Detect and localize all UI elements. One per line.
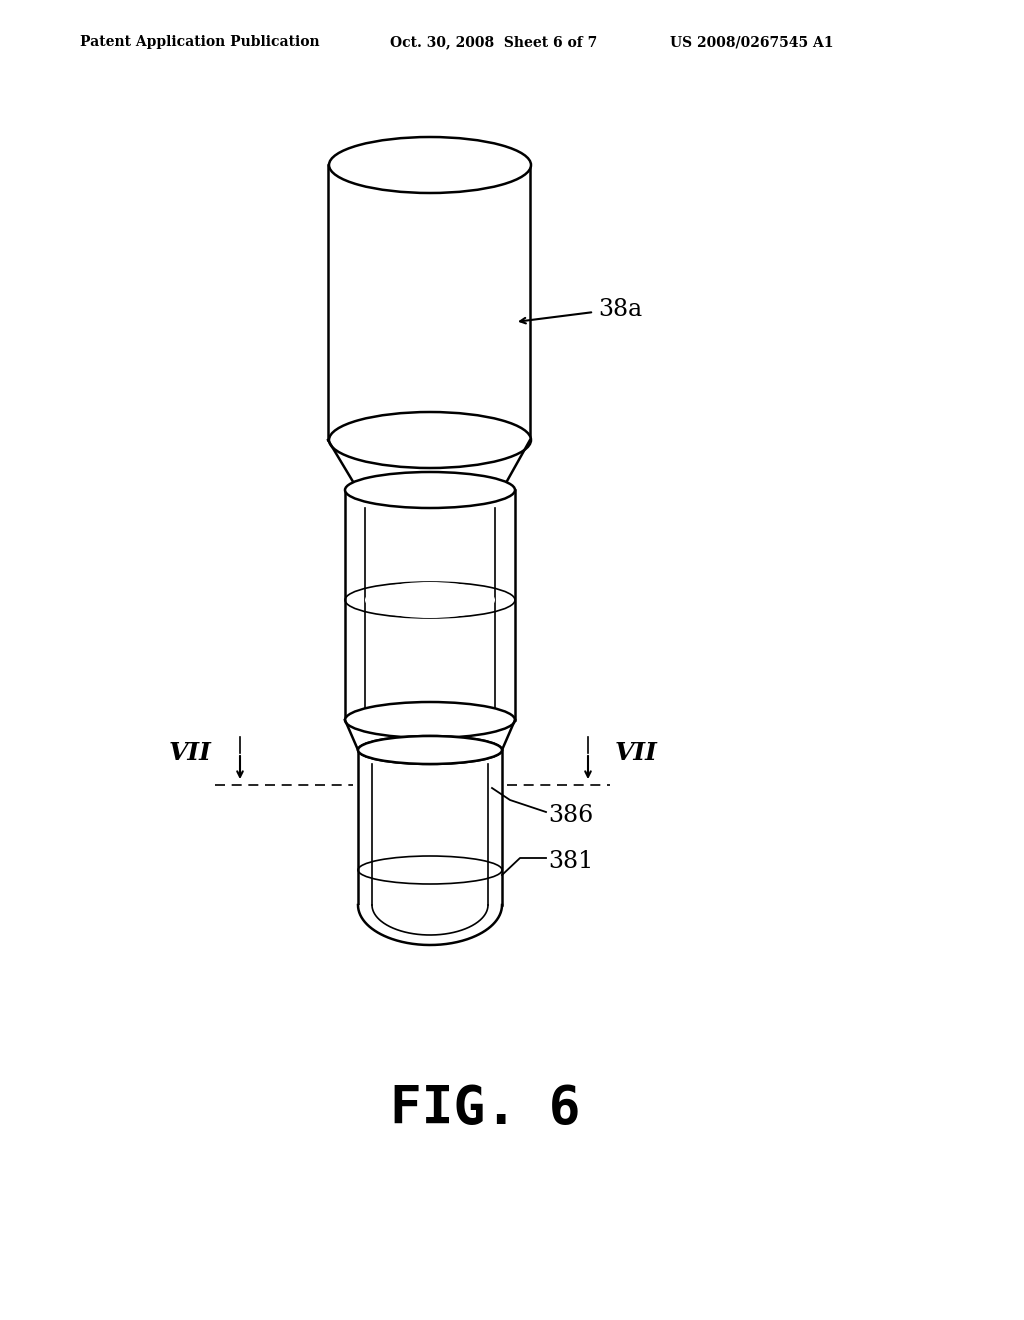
Text: US 2008/0267545 A1: US 2008/0267545 A1 bbox=[670, 36, 834, 49]
Polygon shape bbox=[345, 719, 515, 750]
Text: Patent Application Publication: Patent Application Publication bbox=[80, 36, 319, 49]
Bar bbox=[358, 750, 502, 906]
Ellipse shape bbox=[358, 737, 502, 764]
Bar bbox=[328, 165, 530, 440]
Ellipse shape bbox=[345, 473, 515, 508]
Text: 381: 381 bbox=[548, 850, 593, 874]
Bar bbox=[345, 490, 515, 719]
Ellipse shape bbox=[329, 412, 531, 469]
Ellipse shape bbox=[358, 737, 502, 764]
Text: VII: VII bbox=[615, 741, 657, 766]
Ellipse shape bbox=[365, 582, 495, 618]
Ellipse shape bbox=[358, 477, 502, 504]
Text: FIG. 6: FIG. 6 bbox=[390, 1082, 581, 1135]
Text: Oct. 30, 2008  Sheet 6 of 7: Oct. 30, 2008 Sheet 6 of 7 bbox=[390, 36, 597, 49]
Ellipse shape bbox=[329, 137, 531, 193]
Polygon shape bbox=[358, 906, 502, 945]
Polygon shape bbox=[328, 440, 530, 490]
Text: VII: VII bbox=[169, 741, 212, 766]
Ellipse shape bbox=[345, 702, 515, 738]
Text: 386: 386 bbox=[548, 804, 593, 826]
Text: 38a: 38a bbox=[598, 298, 642, 322]
